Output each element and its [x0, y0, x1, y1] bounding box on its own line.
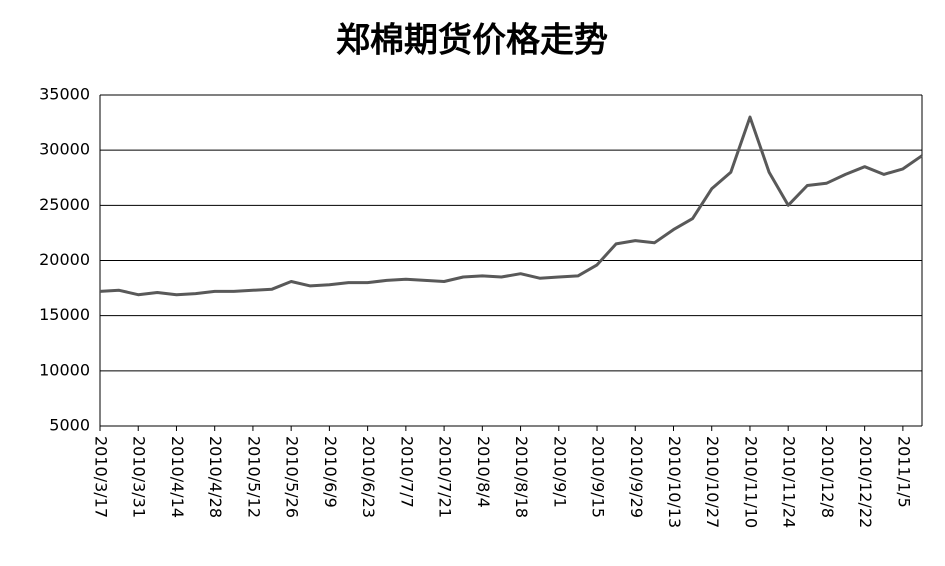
x-tick-label: 2010/9/29: [627, 436, 646, 518]
x-tick-label: 2010/8/4: [474, 436, 493, 508]
y-tick-label: 15000: [39, 305, 90, 324]
x-tick-label: 2010/7/21: [436, 436, 455, 518]
x-tick-label: 2010/12/8: [818, 436, 837, 518]
x-tick-label: 2010/7/7: [397, 436, 416, 508]
x-tick-label: 2010/5/26: [283, 436, 302, 518]
y-tick-label: 10000: [39, 360, 90, 379]
x-tick-label: 2010/9/1: [550, 436, 569, 508]
x-tick-label: 2010/10/13: [665, 436, 684, 528]
price-line: [99, 115, 923, 297]
y-tick-label: 35000: [39, 85, 90, 104]
x-tick-label: 2010/12/22: [856, 436, 875, 528]
x-tick-label: 2010/4/14: [168, 436, 187, 518]
x-tick-label: 2011/1/5: [894, 436, 913, 508]
x-tick-label: 2010/8/18: [512, 436, 531, 518]
chart-title: 郑棉期货价格走势: [336, 21, 608, 61]
y-tick-label: 20000: [39, 250, 90, 269]
x-tick-label: 2010/3/31: [130, 436, 149, 518]
x-tick-label: 2010/11/24: [780, 436, 799, 528]
x-tick-label: 2010/4/28: [206, 436, 225, 518]
x-tick-label: 2010/5/12: [244, 436, 263, 518]
x-tick-label: 2010/9/15: [589, 436, 608, 518]
x-tick-label: 2010/6/9: [321, 436, 340, 508]
x-tick-label: 2010/3/17: [92, 436, 111, 518]
y-tick-label: 25000: [39, 195, 90, 214]
x-tick-label: 2010/11/10: [741, 436, 760, 528]
y-tick-label: 5000: [49, 416, 90, 435]
x-tick-label: 2010/6/23: [359, 436, 378, 518]
x-tick-label: 2010/10/27: [703, 436, 722, 528]
y-tick-label: 30000: [39, 140, 90, 159]
